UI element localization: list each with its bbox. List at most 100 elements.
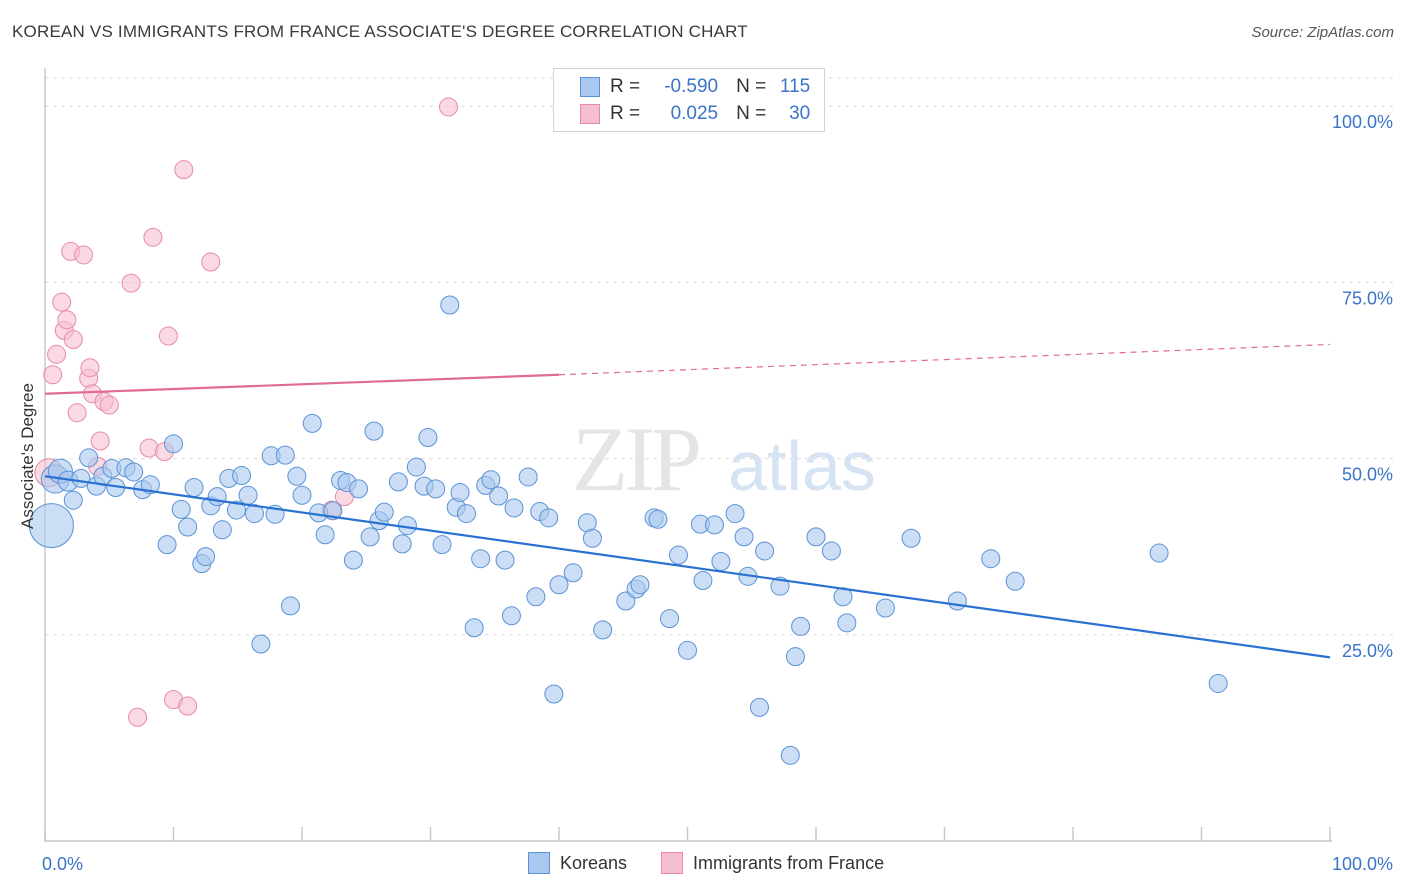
data-point (57, 310, 77, 330)
data-point (526, 587, 546, 607)
data-point (981, 549, 1001, 569)
source-label: Source: ZipAtlas.com (1251, 24, 1394, 41)
data-point (471, 549, 491, 569)
data-point (947, 591, 967, 611)
watermark: ZIP atlas (572, 408, 876, 510)
data-point (139, 438, 159, 458)
data-point (549, 575, 569, 595)
watermark-atlas: atlas (728, 427, 876, 505)
data-point (1005, 571, 1025, 591)
y-tick-label: 25.0% (1342, 641, 1393, 661)
data-point (806, 527, 826, 547)
legend-swatch-france (661, 852, 684, 874)
data-point (426, 479, 446, 499)
data-point (481, 470, 501, 490)
data-point (171, 499, 191, 519)
data-point (212, 520, 232, 540)
data-point (232, 466, 252, 486)
data-point (184, 478, 204, 498)
x-tick-label: 0.0% (42, 854, 83, 874)
data-point (251, 634, 271, 654)
data-point (711, 552, 731, 572)
data-point (80, 358, 100, 378)
data-point (244, 504, 264, 524)
legend-n-label: N = (736, 103, 767, 124)
data-point (704, 515, 724, 535)
data-point (648, 509, 668, 529)
data-point (74, 245, 94, 265)
data-point (388, 472, 408, 492)
data-point (302, 413, 322, 433)
data-point (755, 541, 775, 561)
data-point (518, 467, 538, 487)
data-point (432, 535, 452, 555)
data-point (440, 295, 460, 315)
data-point (196, 547, 216, 567)
legend-r-label: R = (610, 76, 641, 97)
y-tick-label: 100.0% (1332, 112, 1393, 132)
data-point (178, 517, 198, 537)
data-point (158, 326, 178, 346)
y-axis-label: Associate's Degree (18, 383, 37, 529)
legend-swatch-koreans (528, 852, 550, 874)
data-point (495, 550, 515, 570)
series-koreans-points (28, 295, 1228, 765)
legend-n-value: 115 (779, 76, 811, 97)
data-point (785, 647, 805, 667)
axes (44, 68, 1332, 842)
legend-n-value: 30 (789, 103, 811, 124)
data-point (406, 457, 426, 477)
data-point (418, 427, 438, 447)
data-point (315, 525, 335, 545)
data-point (749, 697, 769, 717)
data-point (489, 486, 509, 506)
data-point (821, 541, 841, 561)
legend-r-label: R = (610, 103, 641, 124)
data-point (450, 482, 470, 502)
data-point (791, 616, 811, 636)
trend-lines (44, 343, 1331, 659)
data-point (360, 527, 380, 547)
trend-line-france-solid (44, 373, 560, 395)
data-point (90, 431, 110, 451)
data-point (178, 696, 198, 716)
data-point (174, 160, 194, 180)
data-point (343, 550, 363, 570)
data-point (678, 640, 697, 660)
data-point (79, 448, 99, 468)
data-point (47, 344, 67, 364)
data-point (501, 606, 521, 626)
data-point (52, 292, 72, 312)
data-point (693, 571, 713, 591)
y-tick-label: 75.0% (1342, 288, 1393, 308)
data-point (392, 534, 412, 554)
data-point (226, 500, 246, 520)
data-point (292, 485, 312, 505)
legend-label-koreans: Koreans (560, 852, 628, 873)
data-point (456, 504, 476, 524)
data-point (438, 97, 458, 117)
data-point (901, 528, 921, 548)
data-point (128, 707, 148, 727)
data-point (630, 575, 650, 595)
data-point (124, 462, 144, 482)
trend-line-koreans (44, 475, 1331, 659)
legend-r-value: -0.590 (664, 76, 719, 97)
data-point (207, 487, 227, 507)
legend-item-koreans: Koreans (528, 852, 627, 874)
watermark-zip: ZIP (572, 408, 699, 510)
data-point (63, 490, 83, 510)
tick-labels: 25.0% 50.0% 75.0% 100.0% 0.0% 100.0% (42, 112, 1393, 874)
data-point (770, 576, 790, 596)
trend-line-france-dashed (558, 343, 1331, 376)
data-point (157, 535, 177, 555)
data-point (140, 475, 160, 495)
legend-label-france: Immigrants from France (693, 852, 885, 873)
series-immigrants-from-france-points (34, 97, 458, 727)
legend-row-france: R = 0.025 N = 30 (554, 101, 810, 127)
data-point (875, 598, 895, 618)
data-point (280, 596, 300, 616)
data-point (725, 504, 745, 524)
data-point (504, 498, 524, 518)
y-tick-label: 50.0% (1342, 465, 1393, 485)
